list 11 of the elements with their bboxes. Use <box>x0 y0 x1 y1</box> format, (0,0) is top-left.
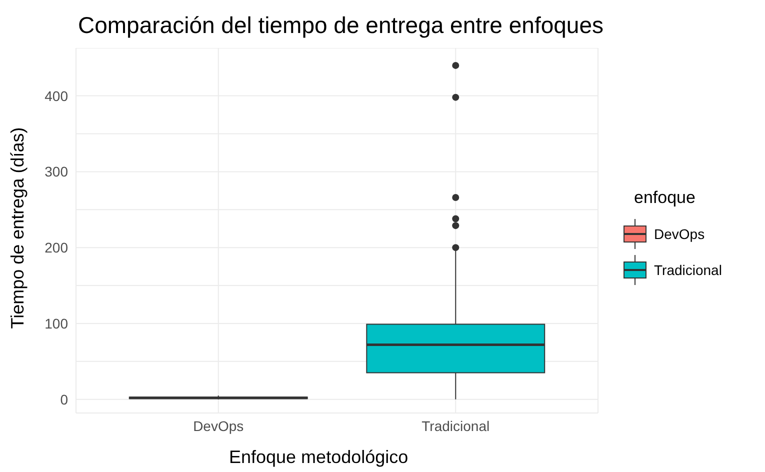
y-tick-label: 300 <box>44 164 68 180</box>
x-axis-title: Enfoque metodológico <box>229 447 408 468</box>
legend-label: Tradicional <box>654 262 722 278</box>
y-tick-label: 0 <box>60 391 68 408</box>
y-tick-label: 200 <box>44 240 68 256</box>
legend-label: DevOps <box>654 226 705 242</box>
chart-title: Comparación del tiempo de entrega entre enfoques <box>78 12 604 39</box>
legend-title: enfoque <box>634 188 696 208</box>
y-axis-title: Tiempo de entrega (días) <box>8 127 28 329</box>
y-tick-label: 100 <box>44 315 68 332</box>
y-tick-label: 400 <box>44 88 68 104</box>
